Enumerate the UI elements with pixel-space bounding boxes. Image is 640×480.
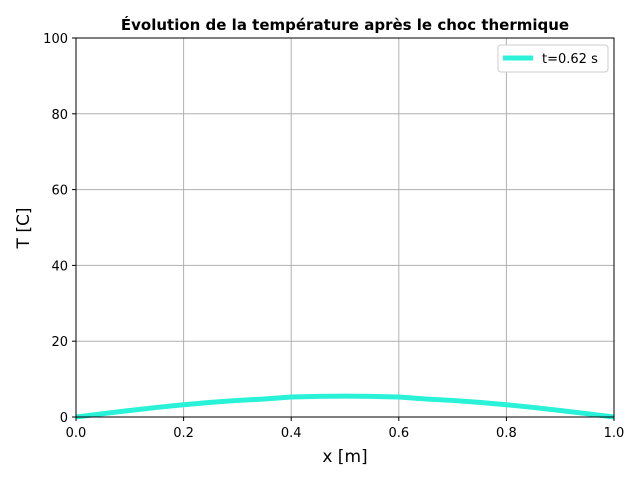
y-tick-label: 60	[51, 184, 68, 199]
x-tick-label: 0.8	[496, 426, 517, 441]
series-line-0	[75, 393, 615, 420]
legend: t=0.62 s	[497, 44, 609, 73]
series-layer	[75, 393, 615, 420]
y-tick-label: 80	[51, 108, 68, 123]
y-axis-label: T [C]	[14, 208, 34, 250]
x-tick-label: 0.0	[66, 426, 87, 441]
chart-title: Évolution de la température après le cho…	[121, 15, 569, 34]
x-axis-label: x [m]	[322, 447, 367, 467]
legend-label: t=0.62 s	[542, 52, 598, 67]
y-tick-label: 0	[60, 411, 68, 426]
y-tick-label: 100	[43, 32, 68, 47]
x-tick-label: 0.2	[173, 426, 194, 441]
axis-ticks: 0.0 0.2 0.4 0.6 0.8 1.0 0 20 40 60 80 100	[43, 32, 624, 441]
x-tick-label: 0.6	[388, 426, 409, 441]
y-tick-label: 40	[51, 259, 68, 274]
legend-box	[497, 44, 609, 73]
y-tick-label: 20	[51, 335, 68, 350]
plot-frame	[75, 37, 615, 418]
x-tick-label: 0.4	[281, 426, 302, 441]
x-tick-label: 1.0	[604, 426, 625, 441]
plot-background	[76, 38, 614, 417]
